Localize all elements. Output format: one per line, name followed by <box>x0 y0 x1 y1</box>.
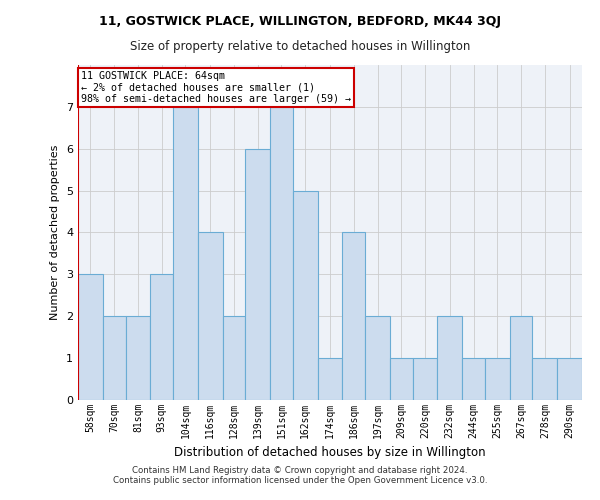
Bar <box>173 107 198 400</box>
Bar <box>150 274 173 400</box>
Bar <box>437 316 462 400</box>
Bar <box>223 316 245 400</box>
Y-axis label: Number of detached properties: Number of detached properties <box>50 145 61 320</box>
Bar <box>413 358 437 400</box>
Bar <box>510 316 532 400</box>
Bar <box>462 358 485 400</box>
Bar <box>557 358 582 400</box>
Bar <box>270 107 293 400</box>
Bar <box>198 232 223 400</box>
Bar <box>125 316 150 400</box>
Bar <box>343 232 365 400</box>
Text: 11, GOSTWICK PLACE, WILLINGTON, BEDFORD, MK44 3QJ: 11, GOSTWICK PLACE, WILLINGTON, BEDFORD,… <box>99 15 501 28</box>
Text: 11 GOSTWICK PLACE: 64sqm
← 2% of detached houses are smaller (1)
98% of semi-det: 11 GOSTWICK PLACE: 64sqm ← 2% of detache… <box>81 72 351 104</box>
Bar <box>532 358 557 400</box>
Bar <box>317 358 343 400</box>
Bar <box>293 190 317 400</box>
Bar <box>365 316 390 400</box>
Bar <box>78 274 103 400</box>
X-axis label: Distribution of detached houses by size in Willington: Distribution of detached houses by size … <box>174 446 486 460</box>
Text: Contains HM Land Registry data © Crown copyright and database right 2024.
Contai: Contains HM Land Registry data © Crown c… <box>113 466 487 485</box>
Text: Size of property relative to detached houses in Willington: Size of property relative to detached ho… <box>130 40 470 53</box>
Bar <box>390 358 413 400</box>
Bar <box>103 316 125 400</box>
Bar <box>485 358 510 400</box>
Bar <box>245 148 270 400</box>
